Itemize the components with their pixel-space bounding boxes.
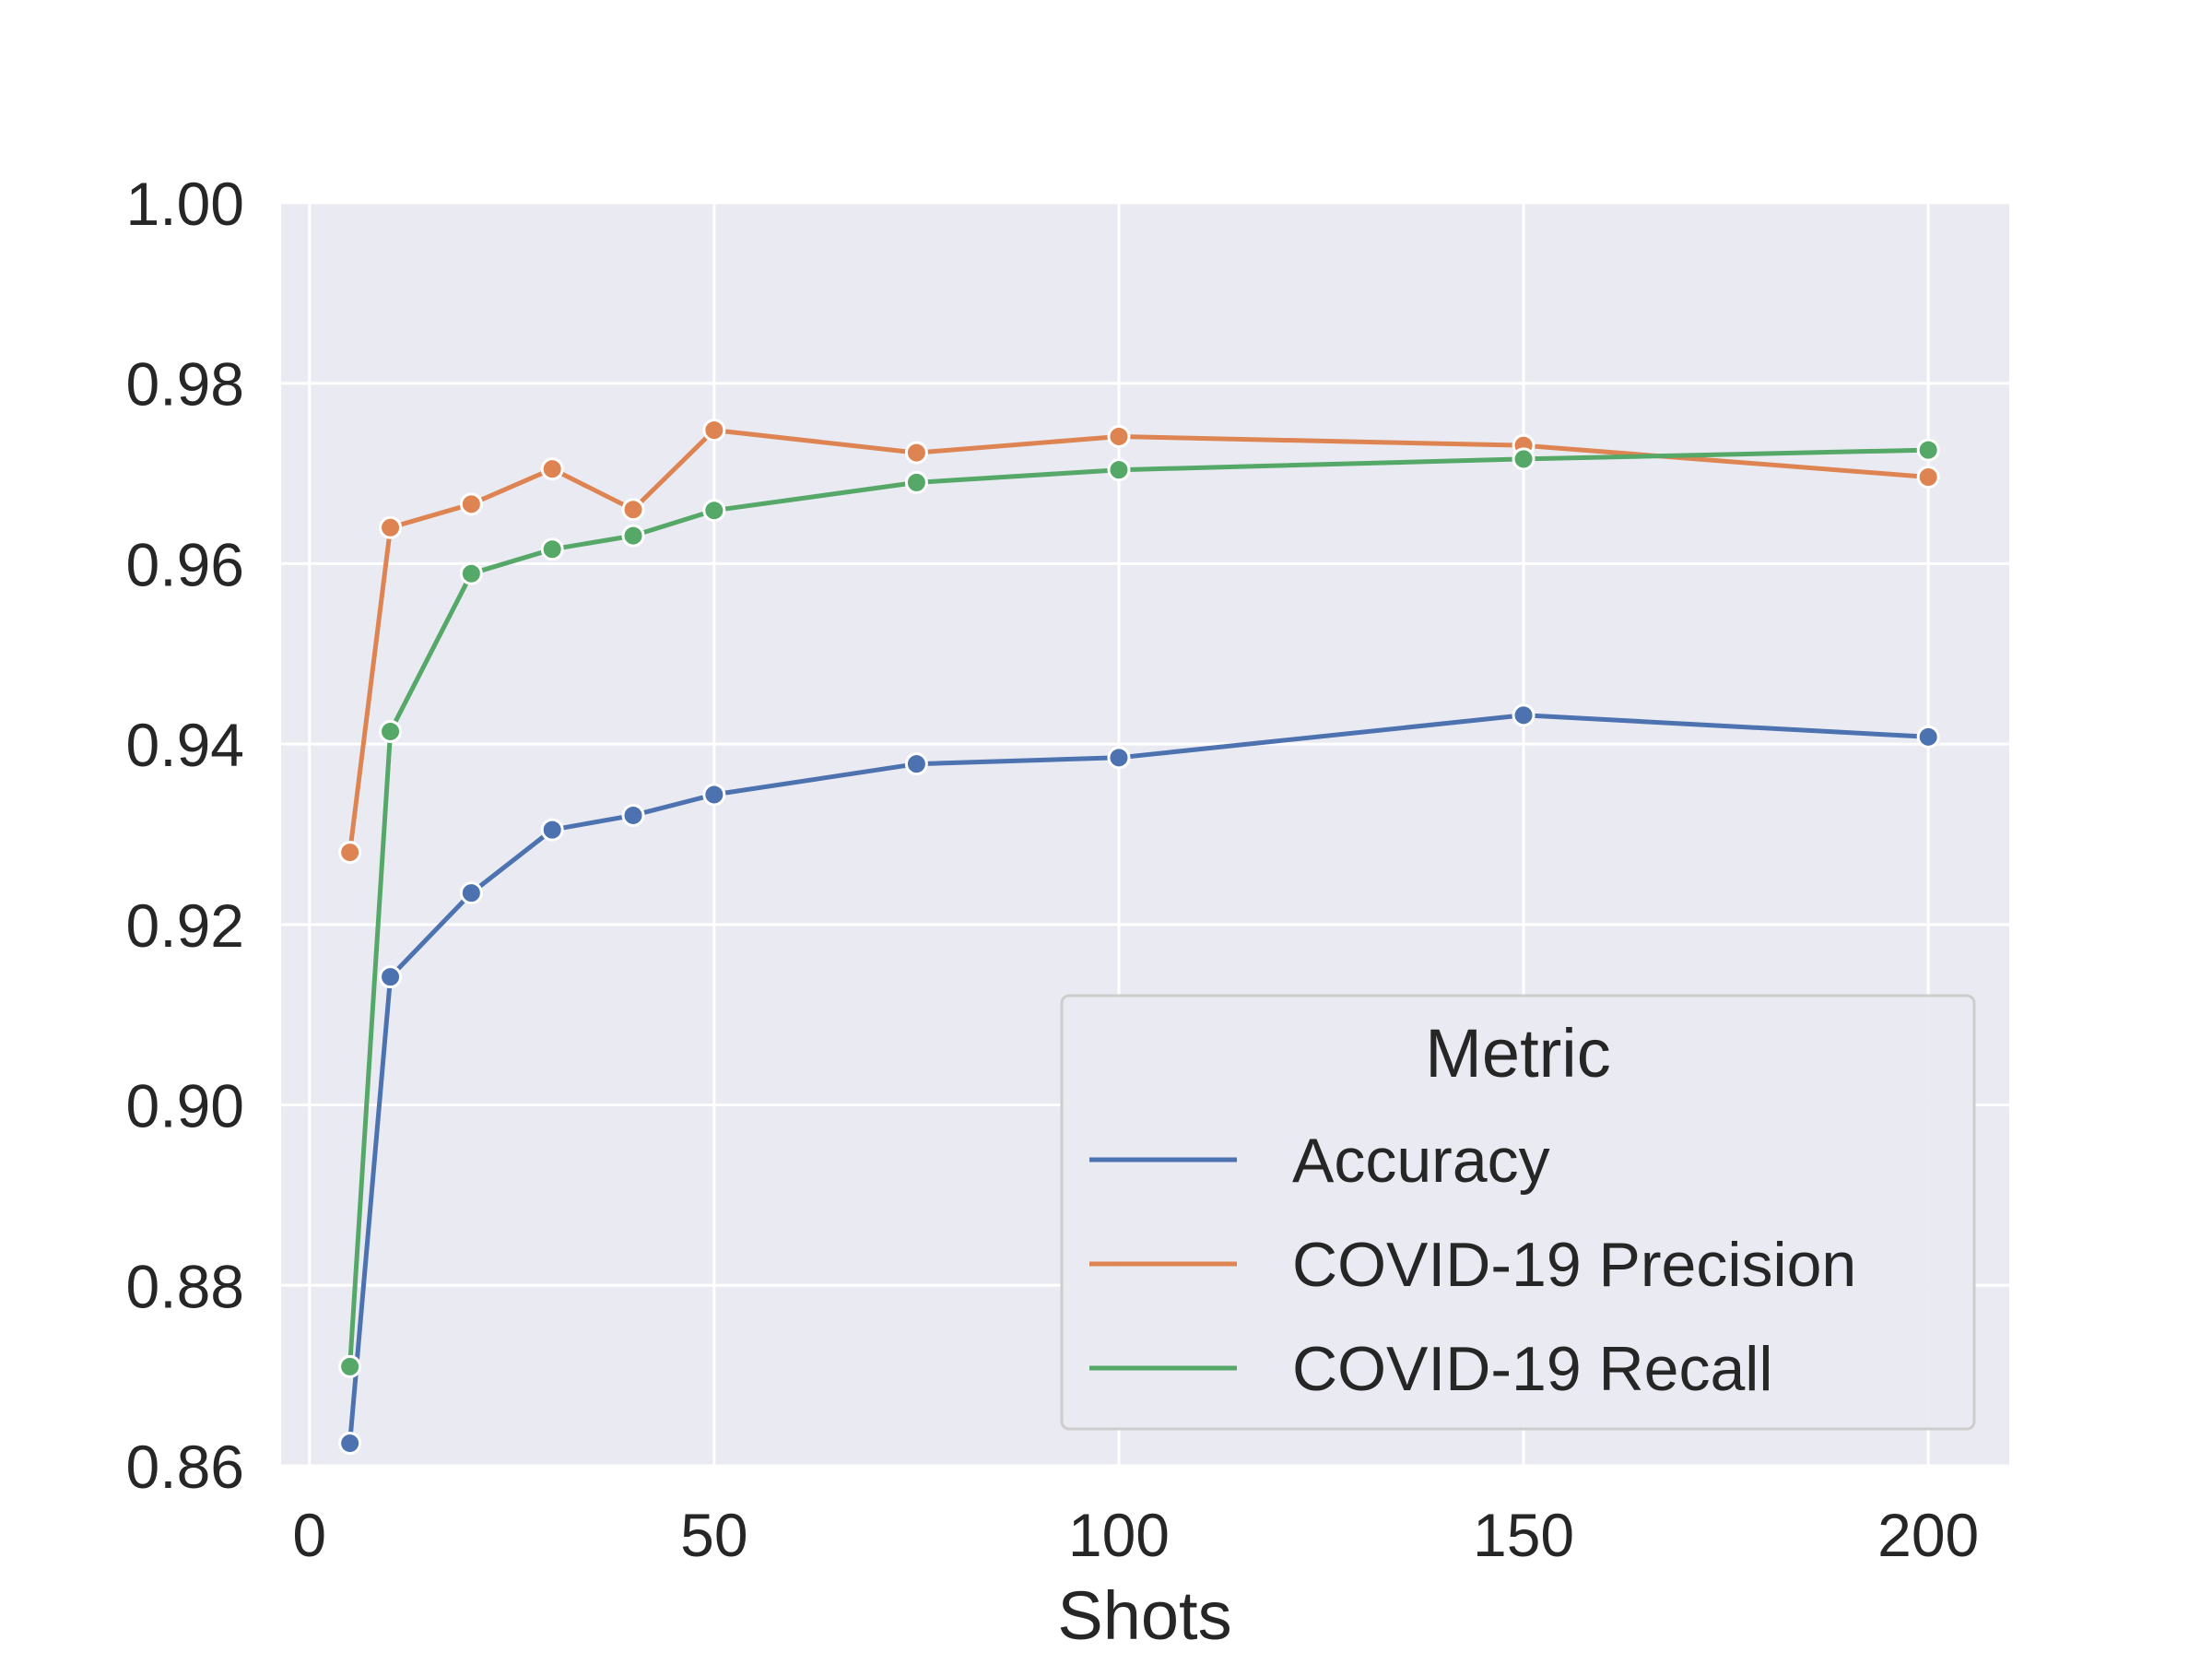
data-point-covid-19-recall xyxy=(621,524,645,548)
y-tick-label: 0.94 xyxy=(126,711,244,779)
data-point-covid-19-recall xyxy=(540,537,564,561)
series-line-covid-19-precision xyxy=(347,428,1931,856)
legend-entries: Accuracy COVID-19 Precision COVID-19 Recal… xyxy=(1089,1126,1856,1404)
legend-label-accuracy: Accuracy xyxy=(1292,1126,1550,1196)
legend: Metric Accuracy COVID-19 Precision COVID-1… xyxy=(1060,994,1976,1431)
data-point-accuracy xyxy=(621,803,645,827)
data-point-covid-19-recall xyxy=(702,499,726,523)
y-tick-label: 0.92 xyxy=(126,891,244,960)
data-point-covid-19-recall xyxy=(379,719,403,743)
y-tick-label: 0.86 xyxy=(126,1433,244,1501)
legend-title: Metric xyxy=(1425,1015,1610,1092)
series-covid-19-precision xyxy=(338,419,1940,865)
data-point-covid-19-recall xyxy=(1512,447,1535,471)
y-axis-ticks: 0.86 0.88 0.90 0.92 0.94 0.96 0.98 1.00 xyxy=(126,170,244,1501)
y-tick-label: 0.90 xyxy=(126,1072,244,1140)
legend-label-covid-19-recall: COVID-19 Recall xyxy=(1292,1334,1773,1404)
x-axis-title: Shots xyxy=(1057,1577,1231,1654)
data-point-covid-19-precision xyxy=(1107,424,1131,448)
x-tick-label: 50 xyxy=(680,1501,747,1569)
data-point-accuracy xyxy=(1107,746,1131,770)
series-line-covid-19-recall xyxy=(347,447,1931,1369)
data-point-covid-19-recall xyxy=(1107,458,1131,482)
data-point-covid-19-precision xyxy=(459,492,483,516)
data-point-covid-19-precision xyxy=(904,441,928,465)
y-tick-label: 1.00 xyxy=(126,170,244,238)
series-covid-19-recall xyxy=(338,438,1940,1378)
series-lines xyxy=(338,419,1940,1456)
data-point-accuracy xyxy=(459,881,483,905)
data-point-covid-19-precision xyxy=(338,841,362,865)
data-point-covid-19-precision xyxy=(379,515,403,539)
data-point-accuracy xyxy=(904,752,928,776)
legend-label-covid-19-precision: COVID-19 Precision xyxy=(1292,1230,1856,1300)
x-axis-ticks: 0 50 100 150 200 xyxy=(292,1501,1979,1569)
series-line-accuracy xyxy=(347,713,1931,1446)
data-point-covid-19-recall xyxy=(459,561,483,585)
x-tick-label: 150 xyxy=(1473,1501,1574,1569)
data-point-covid-19-precision xyxy=(702,419,726,443)
data-point-accuracy xyxy=(702,783,726,807)
data-point-accuracy xyxy=(1916,725,1940,749)
y-tick-label: 0.98 xyxy=(126,350,244,419)
y-tick-label: 0.88 xyxy=(126,1252,244,1320)
legend-box xyxy=(1060,994,1976,1431)
y-tick-label: 0.96 xyxy=(126,530,244,598)
series-accuracy xyxy=(338,703,1940,1456)
data-point-accuracy xyxy=(379,965,403,989)
data-point-covid-19-precision xyxy=(1916,465,1940,489)
data-point-covid-19-recall xyxy=(1916,438,1940,462)
x-tick-label: 0 xyxy=(292,1501,326,1569)
data-point-accuracy xyxy=(540,818,564,842)
data-point-covid-19-recall xyxy=(904,470,928,494)
data-point-covid-19-recall xyxy=(338,1354,362,1378)
x-tick-label: 200 xyxy=(1877,1501,1979,1569)
data-point-covid-19-precision xyxy=(540,457,564,481)
data-point-accuracy xyxy=(1512,703,1535,727)
grid xyxy=(281,201,2009,1468)
data-point-covid-19-precision xyxy=(621,498,645,522)
data-point-accuracy xyxy=(338,1432,362,1456)
x-tick-label: 100 xyxy=(1068,1501,1170,1569)
